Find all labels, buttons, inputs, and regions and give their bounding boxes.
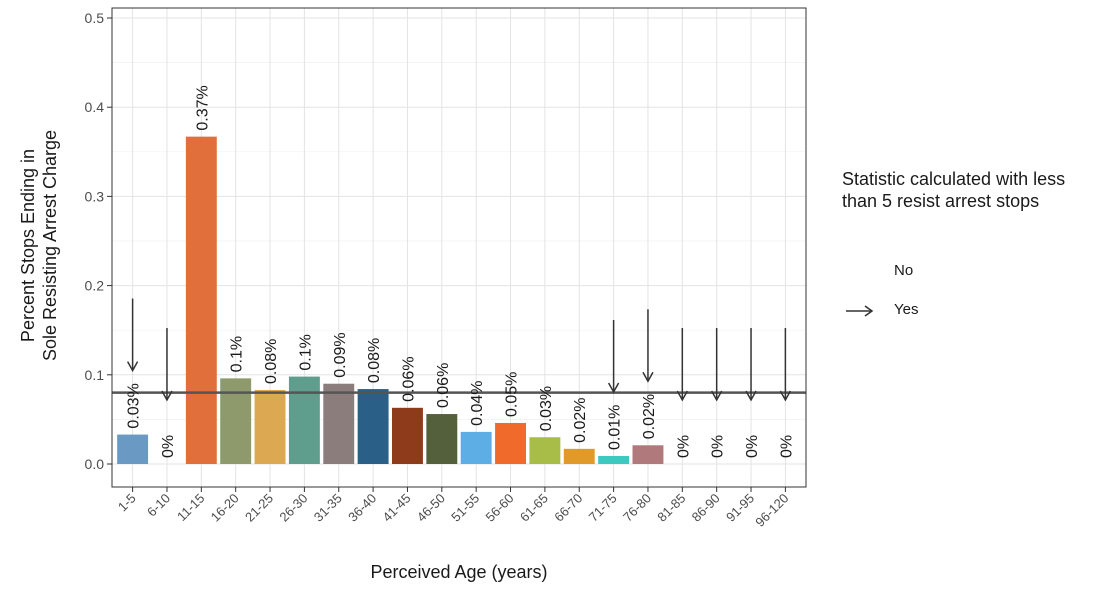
x-tick-label: 6-10 (144, 491, 173, 520)
x-tick-label: 66-70 (551, 491, 585, 525)
data-label: 0.37% (194, 85, 211, 130)
y-tick-label: 0.3 (85, 188, 105, 204)
bar-41-45 (392, 407, 423, 464)
data-label: 0.03% (538, 386, 555, 431)
legend-item-no: No (842, 260, 982, 284)
data-label: 0.06% (435, 363, 452, 408)
legend-label-no: No (894, 262, 914, 279)
x-tick-label: 41-45 (379, 491, 413, 525)
legend-key-yes (846, 305, 874, 317)
bar-66-70 (563, 448, 595, 464)
plot-border (111, 7, 807, 488)
x-tick-label: 21-25 (242, 491, 276, 525)
flag-arrow-icon (607, 382, 620, 394)
x-tick-label: 1-5 (115, 491, 139, 515)
x-axis-title: Perceived Age (years) (370, 562, 547, 582)
data-label: 0.08% (263, 339, 280, 384)
x-tick-label: 11-15 (174, 491, 207, 524)
bar-46-50 (426, 414, 458, 464)
y-tick-label: 0.2 (85, 278, 105, 294)
flag-arrow-icon (711, 390, 723, 402)
bar-11-15 (185, 136, 217, 465)
y-tick-label: 0.5 (85, 10, 105, 26)
bar-16-20 (220, 378, 252, 464)
data-label: 0% (160, 435, 177, 458)
x-tick-label: 61-65 (517, 491, 551, 525)
legend-key-no (842, 260, 882, 284)
data-label: 0.1% (229, 336, 246, 372)
x-tick-label: 56-60 (483, 491, 517, 525)
bar-61-65 (529, 437, 561, 464)
legend-title: Statistic calculated with less than 5 re… (842, 169, 1066, 211)
legend-label-yes: Yes (894, 301, 919, 318)
x-tick-label: 96-120 (752, 491, 791, 530)
x-tick-label: 36-40 (345, 491, 379, 525)
flag-arrow-icon (779, 390, 792, 402)
x-tick-label: 46-50 (414, 491, 448, 525)
bar-36-40 (357, 389, 389, 464)
y-tick-label: 0.0 (85, 456, 105, 472)
y-axis-title-line: Percent Stops Ending in (18, 149, 38, 342)
flag-arrow-icon (642, 371, 654, 383)
bar-51-55 (460, 431, 492, 464)
bar-76-80 (632, 445, 664, 464)
x-tick-label: 16-20 (208, 491, 242, 525)
x-tick-label: 26-30 (276, 491, 310, 525)
bar-1-5 (117, 434, 149, 464)
data-label: 0.05% (504, 372, 521, 417)
flag-arrow-icon (126, 361, 139, 373)
x-tick-label: 31-35 (311, 491, 345, 525)
data-label: 0.04% (469, 381, 486, 426)
data-label: 0.03% (126, 383, 143, 428)
x-tick-label: 81-85 (654, 491, 688, 525)
x-tick-label: 76-80 (620, 491, 654, 525)
data-label: 0.08% (366, 338, 383, 383)
data-label: 0.06% (400, 356, 417, 401)
data-label: 0% (675, 435, 692, 458)
data-label: 0.1% (297, 334, 314, 370)
bar-31-35 (323, 383, 355, 464)
bar-26-30 (288, 376, 320, 464)
x-tick-label: 71-75 (586, 491, 620, 525)
data-label: 0% (710, 435, 727, 458)
data-label: 0% (744, 435, 761, 458)
legend-item-yes: Yes (842, 299, 982, 323)
bar-56-60 (495, 422, 526, 464)
bar-71-75 (598, 455, 630, 464)
flag-arrow-icon (676, 390, 688, 402)
y-axis-title-line: Sole Resisting Arrest Charge (40, 130, 60, 361)
data-label: 0.09% (332, 332, 349, 377)
x-tick-label: 86-90 (689, 491, 723, 525)
data-label: 0.01% (607, 405, 624, 450)
legend-arrow-icon (864, 305, 874, 317)
data-label: 0.02% (572, 397, 589, 442)
data-label: 0% (778, 435, 795, 458)
y-tick-label: 0.4 (85, 99, 105, 115)
x-tick-label: 51-55 (448, 491, 482, 525)
data-label: 0.02% (641, 394, 658, 439)
bar-21-25 (254, 389, 286, 464)
flag-arrow-icon (745, 390, 757, 402)
flag-arrow-icon (161, 390, 173, 402)
y-tick-label: 0.1 (85, 367, 105, 383)
